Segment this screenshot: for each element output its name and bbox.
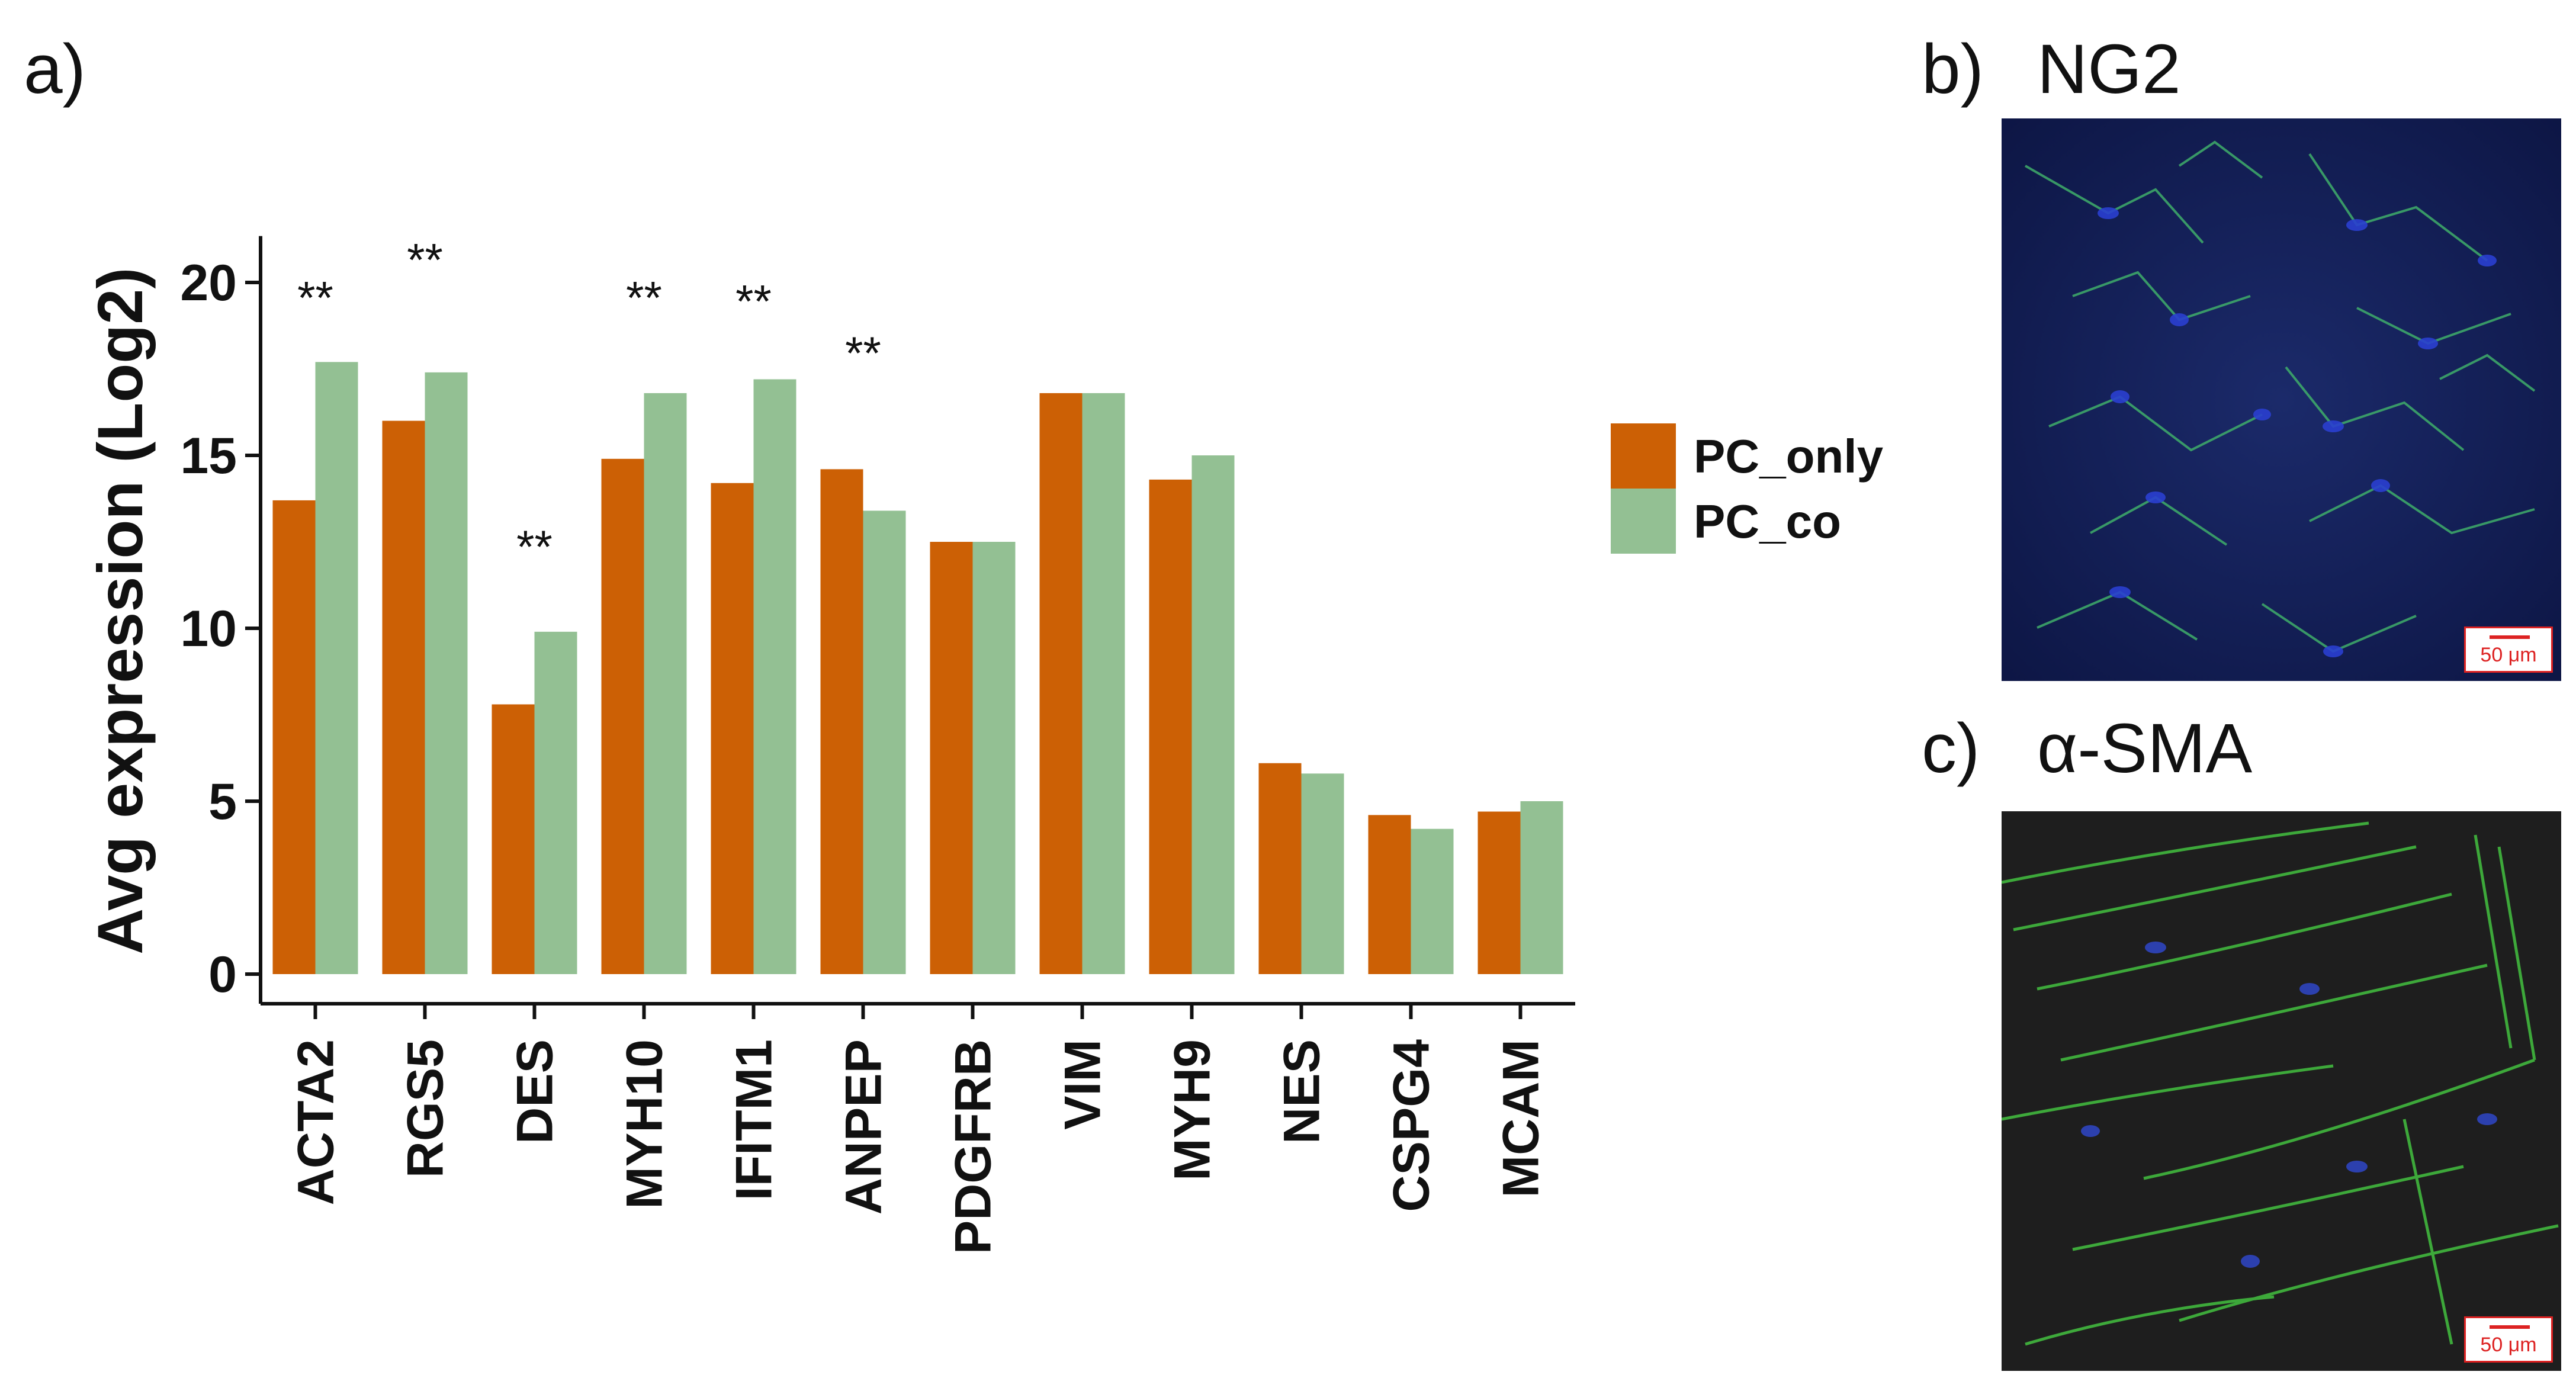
- y-tick-label: 10: [180, 600, 237, 657]
- bar-myh9-pc-co: [1191, 455, 1235, 974]
- panel-b-label: b): [1922, 30, 1984, 108]
- bar-cspg4-pc-co: [1411, 828, 1454, 974]
- asma-micrograph: 50 μm: [2002, 811, 2561, 1371]
- bar-myh10-pc-co: [644, 393, 687, 974]
- bar-des-pc-only: [492, 704, 535, 974]
- x-tick-label-myh10: MYH10: [616, 1039, 673, 1209]
- bar-anpep-pc-only: [820, 469, 863, 974]
- x-tick-label-rgs5: RGS5: [397, 1039, 454, 1178]
- x-tick-label-ifitm1: IFITM1: [726, 1039, 783, 1200]
- y-axis-title: Avg expression (Log2): [84, 268, 156, 955]
- ng2-micrograph: 50 μm: [2002, 118, 2561, 681]
- bar-vim-pc-co: [1082, 393, 1125, 974]
- x-tick-label-pdgfrb: PDGFRB: [945, 1039, 1002, 1254]
- significance-mark: **: [516, 521, 553, 573]
- bar-ifitm1-pc-only: [711, 483, 754, 974]
- legend-swatch-pc-co: [1611, 489, 1676, 554]
- panel-c-label: c): [1922, 709, 1980, 788]
- bar-acta2-pc-only: [272, 500, 316, 974]
- x-tick-label-mcam: MCAM: [1493, 1039, 1550, 1198]
- legend-label-pc-only: PC_only: [1694, 430, 1884, 483]
- bar-myh9-pc-only: [1149, 479, 1192, 974]
- legend-swatch-pc-only: [1611, 423, 1676, 489]
- bar-ifitm1-pc-co: [753, 379, 796, 974]
- significance-mark: **: [735, 275, 772, 327]
- bar-rgs5-pc-only: [382, 420, 425, 974]
- x-tick-label-vim: VIM: [1055, 1039, 1112, 1130]
- significance-mark: **: [845, 327, 881, 379]
- asma-title: α-SMA: [2037, 709, 2253, 788]
- asma-scale-bar: 50 μm: [2464, 1316, 2553, 1363]
- bar-nes-pc-co: [1301, 773, 1344, 974]
- x-tick-label-myh9: MYH9: [1164, 1039, 1221, 1181]
- bar-vim-pc-only: [1039, 393, 1083, 974]
- legend-label-pc-co: PC_co: [1694, 495, 1841, 548]
- bar-mcam-pc-co: [1520, 801, 1563, 974]
- bar-pdgfrb-pc-co: [972, 542, 1016, 974]
- bar-mcam-pc-only: [1477, 811, 1521, 974]
- panel-a-label: a): [24, 30, 86, 108]
- bar-cspg4-pc-only: [1368, 815, 1411, 974]
- y-tick-label: 20: [180, 255, 237, 311]
- significance-mark: **: [626, 272, 662, 324]
- bar-anpep-pc-co: [863, 510, 906, 974]
- bar-acta2-pc-co: [315, 362, 358, 974]
- y-tick-label: 15: [180, 428, 237, 484]
- bar-rgs5-pc-co: [425, 372, 468, 974]
- x-tick-label-acta2: ACTA2: [288, 1039, 345, 1205]
- x-tick-label-cspg4: CSPG4: [1383, 1039, 1440, 1212]
- x-tick-label-anpep: ANPEP: [836, 1039, 892, 1215]
- bar-pdgfrb-pc-only: [930, 542, 973, 974]
- significance-mark: **: [297, 272, 333, 324]
- x-tick-label-nes: NES: [1274, 1039, 1331, 1144]
- ng2-title: NG2: [2037, 30, 2181, 108]
- bar-des-pc-co: [534, 631, 577, 974]
- ng2-scale-bar: 50 μm: [2464, 627, 2553, 673]
- bar-myh10-pc-only: [601, 458, 644, 974]
- bar-chart: 0 5 10 15 20 Avg expression (Log2) ACTA2 RGS5 DE…: [84, 233, 1884, 1254]
- significance-mark: **: [407, 233, 443, 285]
- x-tick-label-des: DES: [507, 1039, 564, 1144]
- bar-nes-pc-only: [1258, 763, 1302, 974]
- y-tick-label: 0: [208, 946, 237, 1003]
- y-tick-label: 5: [208, 773, 237, 830]
